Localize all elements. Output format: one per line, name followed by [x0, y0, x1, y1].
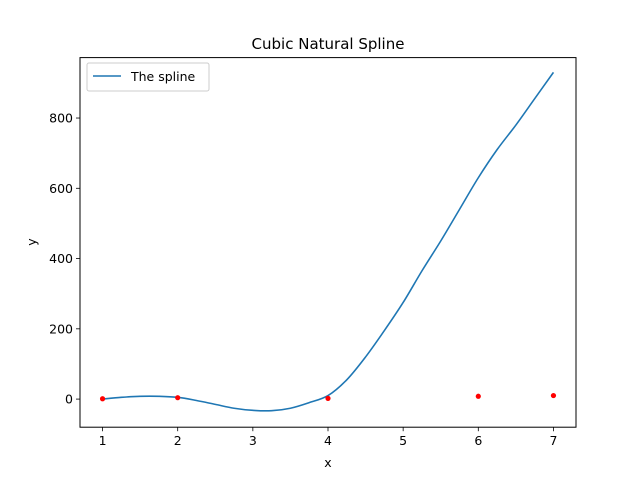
legend: The spline — [86, 62, 210, 92]
x-tick-label: 7 — [549, 433, 557, 448]
data-point — [175, 395, 181, 401]
y-tick-label: 400 — [49, 251, 73, 266]
legend-entry-the-spline: The spline — [130, 69, 196, 84]
data-point — [475, 393, 481, 399]
data-point — [99, 396, 106, 402]
data-point — [325, 395, 331, 401]
data-point — [550, 392, 557, 399]
x-tick-label: 1 — [99, 433, 107, 448]
y-axis-label: y — [24, 238, 39, 246]
y-tick-label: 200 — [49, 321, 73, 336]
x-axis-label: x — [324, 455, 331, 470]
x-tick-label: 4 — [324, 433, 332, 448]
y-axis: 0 200 400 600 800 — [49, 111, 80, 407]
chart-title: Cubic Natural Spline — [252, 35, 405, 53]
x-tick-label: 3 — [249, 433, 257, 448]
x-tick-label: 6 — [474, 433, 482, 448]
plot-area — [99, 71, 557, 412]
x-axis: 1 2 3 4 5 6 7 — [99, 427, 557, 448]
y-tick-label: 800 — [49, 111, 73, 126]
x-tick-label: 2 — [174, 433, 182, 448]
x-tick-label: 5 — [399, 433, 407, 448]
y-tick-label: 0 — [65, 392, 73, 407]
legend-box — [86, 62, 210, 92]
y-tick-label: 600 — [49, 181, 73, 196]
